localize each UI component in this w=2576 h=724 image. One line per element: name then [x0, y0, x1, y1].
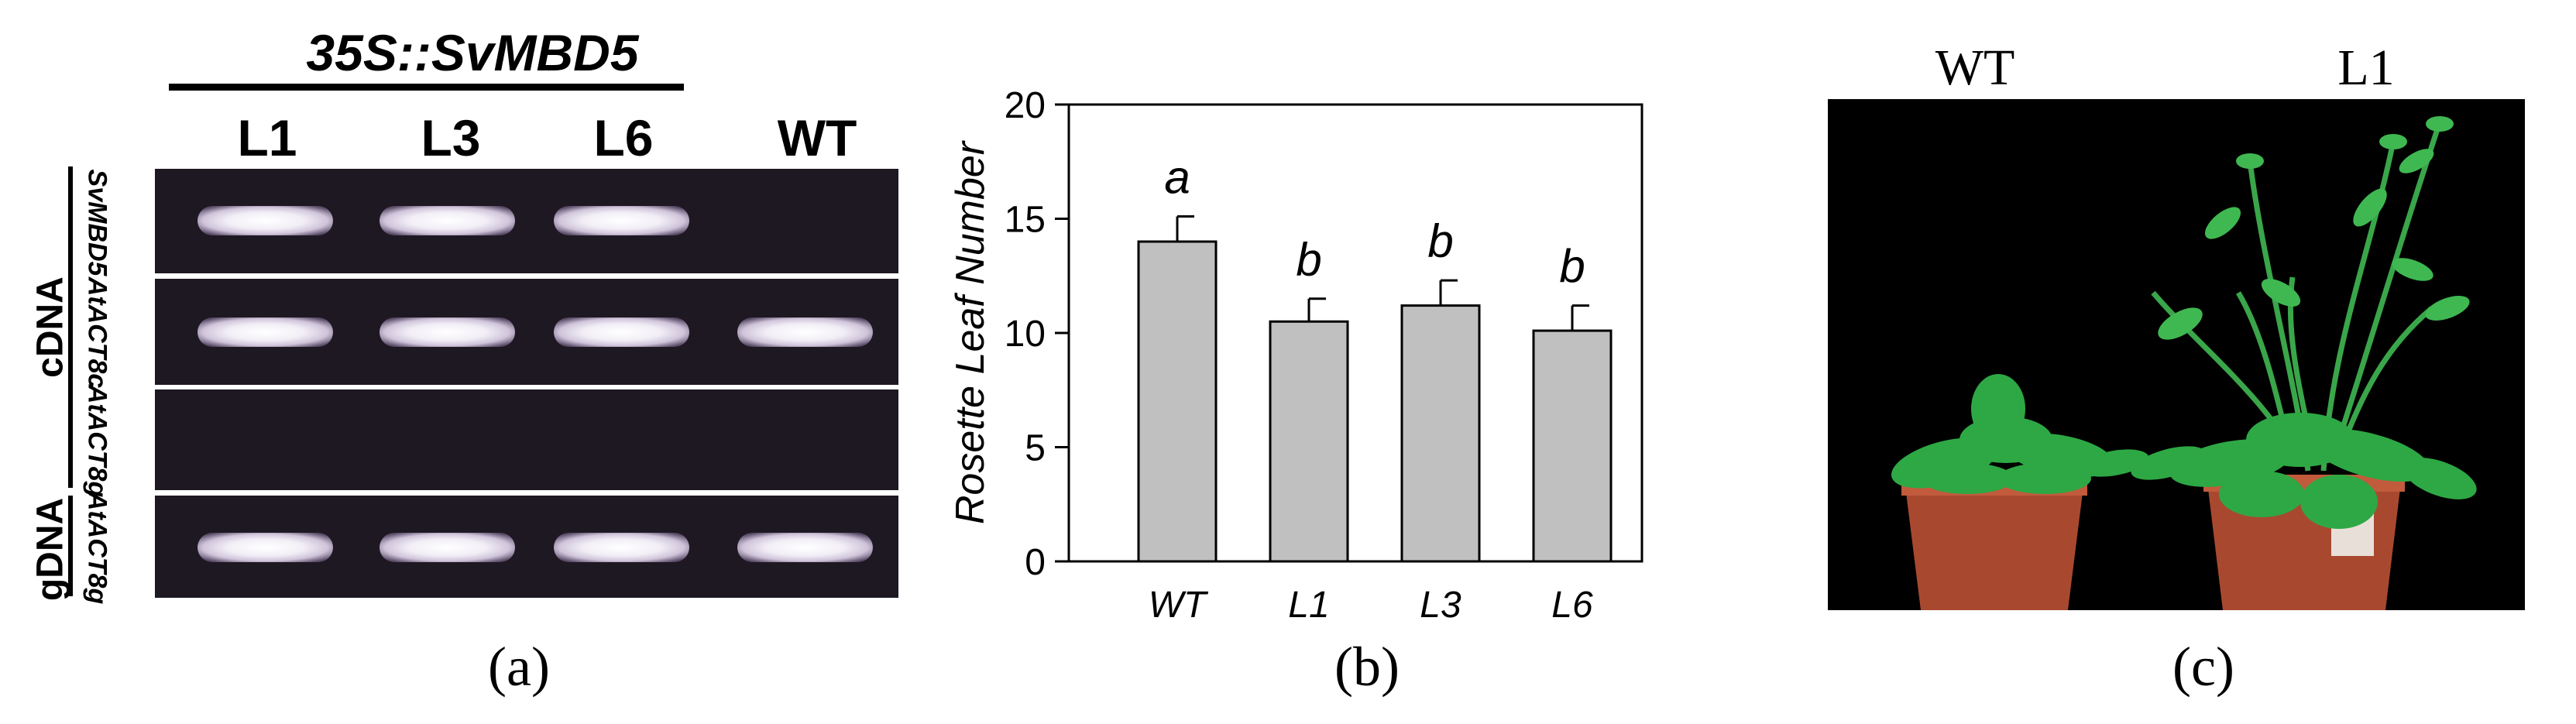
significance-label: b [1559, 241, 1585, 293]
lane-label-wt: WT [777, 109, 857, 166]
gel-band [737, 317, 873, 347]
x-tick-label: WT [1149, 585, 1209, 626]
gel-band [380, 317, 515, 347]
lane-label-l1: L1 [237, 109, 297, 166]
bar-l6 [1532, 329, 1613, 563]
y-tick-label: 5 [1025, 428, 1046, 469]
gel-strip-3 [155, 389, 898, 490]
plant-photo-illustration [1891, 116, 2477, 610]
significance-label: b [1296, 234, 1321, 286]
gel-band [554, 206, 689, 235]
y-tick-label: 15 [1005, 200, 1046, 241]
caption-c: (c) [2172, 636, 2234, 698]
gel-band [737, 533, 873, 562]
group-label-gdna: gDNA [29, 497, 71, 602]
gel-band [554, 533, 689, 562]
lane-label-l6: L6 [593, 109, 654, 166]
y-tick-label: 20 [1005, 85, 1046, 126]
group-label-cdna: cDNA [29, 276, 71, 378]
y-tick-label: 0 [1025, 542, 1046, 583]
l1-cauline-leaves [2158, 116, 2470, 340]
y-axis-label: Rosette Leaf Number [948, 139, 993, 524]
wt-pot [1905, 486, 2083, 610]
y-tick-label: 10 [1005, 314, 1046, 355]
bar-wt [1137, 240, 1218, 563]
gene-label-atact8g-cdna: AtACT8g [82, 384, 112, 498]
x-tick-label: L3 [1420, 585, 1461, 626]
photo-label-l1: L1 [2337, 39, 2395, 96]
photo-label-wt: WT [1935, 39, 2015, 96]
x-tick-label: L1 [1288, 585, 1329, 626]
wt-rosette [1891, 374, 2149, 494]
gel-band [380, 206, 515, 235]
significance-label: b [1427, 215, 1453, 267]
x-tick-label: L6 [1551, 585, 1593, 626]
gel-strip-1 [155, 169, 898, 273]
gene-label-atact8c: AtACT8c [82, 276, 112, 389]
caption-a: (a) [488, 636, 550, 698]
bar-l1 [1269, 320, 1349, 563]
gel-band [380, 533, 515, 562]
gel-title: 35S::SvMBD5 [306, 24, 639, 81]
gel-strip-4 [155, 496, 898, 598]
lane-label-l3: L3 [421, 109, 481, 166]
bar-l3 [1400, 304, 1481, 563]
gene-label-atact8g-gdna: AtACT8g [82, 491, 112, 605]
rosette-leaf-bar-chart: 0 5 10 15 20 a b b b WT L1 L3 L6 Rosette Leaf Numb… [948, 85, 1643, 626]
l1-rosette [2131, 413, 2477, 529]
gel-band [197, 533, 333, 562]
significance-label: a [1164, 152, 1190, 204]
gel-band [197, 317, 333, 347]
gel-strip-2 [155, 279, 898, 385]
gel-band [554, 317, 689, 347]
plant-photo [1828, 99, 2525, 610]
caption-b: (b) [1334, 636, 1400, 698]
gene-label-svmbd5: SvMBD5 [82, 169, 112, 276]
gel-band [197, 206, 333, 235]
gdna-bracket [68, 496, 73, 596]
cdna-bracket [68, 166, 73, 488]
gel-title-rule [169, 84, 684, 91]
